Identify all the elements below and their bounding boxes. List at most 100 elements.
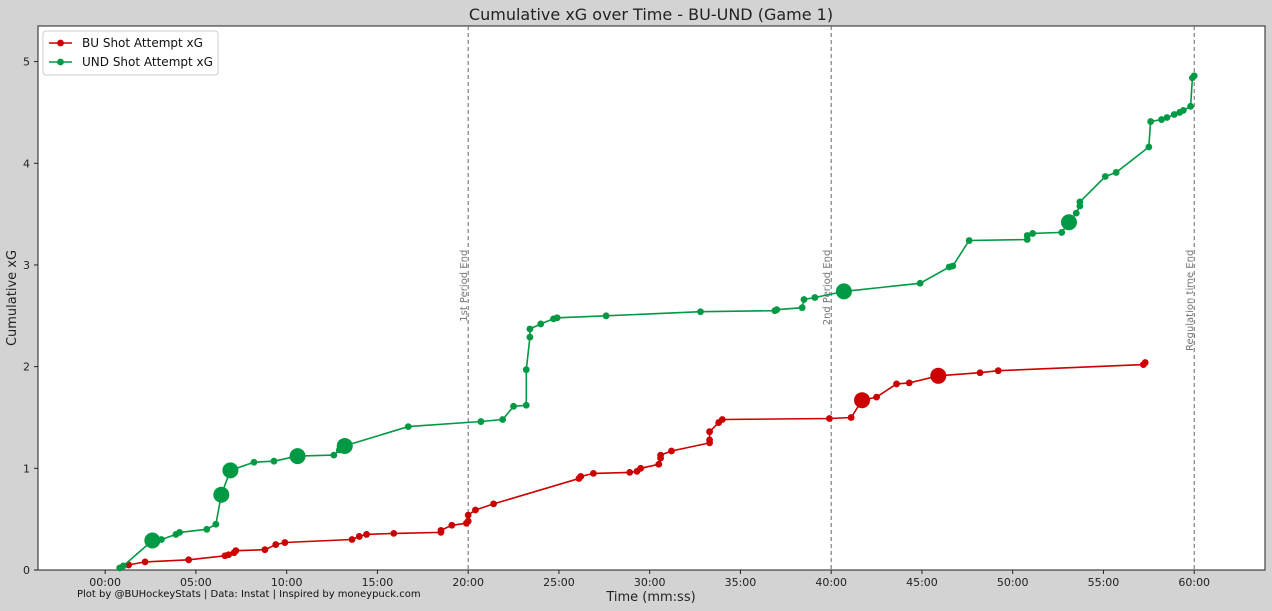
- shot-point: [232, 547, 240, 555]
- x-tick-label: 60:00: [1178, 576, 1210, 589]
- shot-point: [994, 367, 1002, 375]
- y-tick-label: 4: [23, 157, 30, 170]
- shot-point: [916, 279, 924, 287]
- shot-point: [1076, 198, 1084, 206]
- series-und: [116, 72, 1198, 572]
- shot-point: [225, 551, 232, 559]
- shot-point: [1147, 118, 1155, 125]
- x-tick-label: 00:00: [89, 576, 121, 589]
- shot-point: [203, 525, 211, 533]
- shot-point: [706, 436, 713, 444]
- shot-point: [697, 308, 704, 316]
- shot-point: [522, 401, 530, 409]
- shot-point: [949, 262, 957, 270]
- shot-point: [553, 314, 561, 322]
- shot-point: [873, 393, 880, 401]
- shot-point: [158, 536, 165, 543]
- y-tick-label: 2: [23, 361, 30, 374]
- shot-point: [847, 414, 855, 421]
- shot-point: [976, 369, 984, 377]
- shot-point: [905, 379, 913, 387]
- shot-point: [706, 428, 713, 436]
- shot-point: [1141, 359, 1149, 366]
- shot-point: [1101, 173, 1109, 180]
- goal-point: [1060, 214, 1077, 231]
- shot-point: [526, 333, 534, 341]
- shot-point: [637, 464, 645, 472]
- shot-point: [250, 458, 258, 466]
- credit-text: Plot by @BUHockeyStats | Data: Instat | …: [77, 589, 421, 600]
- goal-point: [854, 392, 871, 409]
- shot-point: [590, 470, 597, 477]
- shot-point: [404, 423, 412, 431]
- shot-point: [1179, 106, 1187, 114]
- y-tick-label: 0: [23, 564, 30, 577]
- y-axis-label: Cumulative xG: [5, 250, 20, 346]
- legend-marker: [57, 58, 64, 66]
- x-tick-label: 50:00: [997, 576, 1029, 589]
- shot-point: [119, 562, 127, 570]
- shot-point: [448, 521, 456, 529]
- shot-point: [668, 447, 675, 455]
- shot-point: [1187, 102, 1194, 110]
- x-tick-label: 45:00: [906, 576, 938, 589]
- legend-box: [42, 30, 219, 76]
- x-tick-label: 35:00: [725, 576, 757, 589]
- x-axis-label: Time (mm:ss): [605, 590, 695, 605]
- shot-point: [141, 558, 149, 566]
- legend-label: UND Shot Attempt xG: [82, 55, 213, 69]
- shot-point: [363, 531, 370, 538]
- goal-point: [144, 532, 161, 549]
- shot-point: [281, 539, 289, 546]
- shot-point: [657, 451, 664, 459]
- period-line-label-1: 1st Period End: [459, 250, 470, 322]
- shot-point: [348, 536, 356, 543]
- shot-point: [477, 418, 485, 425]
- axes: 00:00 05:00 10:00 15:00 20:00 25:00 30:00 35:00…: [23, 56, 1210, 589]
- shot-point: [800, 296, 808, 303]
- shot-point: [490, 500, 497, 508]
- shot-point: [1163, 114, 1171, 121]
- y-tick-label: 1: [23, 462, 30, 475]
- shot-point: [773, 306, 781, 314]
- legend-label: BU Shot Attempt xG: [82, 36, 203, 50]
- shot-point: [655, 460, 663, 468]
- chart-title: Cumulative xG over Time - BU-UND (Game 1…: [469, 5, 833, 24]
- shot-point: [464, 517, 472, 525]
- goal-point: [289, 448, 306, 465]
- shot-point: [185, 556, 193, 564]
- legend-marker: [57, 39, 64, 47]
- series-layer: [116, 72, 1198, 572]
- shot-point: [499, 416, 507, 423]
- shot-point: [1158, 116, 1165, 123]
- shot-point: [718, 416, 726, 423]
- shot-point: [355, 533, 363, 540]
- x-tick-label: 40:00: [815, 576, 847, 589]
- shot-point: [522, 366, 530, 374]
- shot-point: [1112, 169, 1120, 176]
- goal-point: [213, 486, 230, 503]
- shot-point: [176, 528, 183, 536]
- shot-point: [626, 468, 634, 476]
- shot-point: [1170, 111, 1178, 118]
- shot-point: [893, 380, 900, 388]
- shot-point: [1190, 72, 1198, 80]
- shot-point: [602, 312, 610, 320]
- shot-point: [577, 473, 585, 480]
- shot-point: [270, 457, 278, 465]
- x-tick-label: 25:00: [543, 576, 575, 589]
- shot-point: [811, 294, 819, 301]
- shot-point: [1058, 229, 1066, 236]
- x-tick-label: 15:00: [362, 576, 394, 589]
- shot-point: [437, 526, 445, 534]
- vertical-lines: 1st Period End 2nd Period End Regulation t…: [459, 26, 1196, 570]
- shot-point: [464, 511, 472, 519]
- shot-point: [1145, 143, 1153, 151]
- period-line-label-3: Regulation time End: [1185, 250, 1196, 351]
- shot-point: [1023, 232, 1031, 239]
- y-tick-label: 5: [23, 56, 30, 69]
- goal-point: [835, 283, 852, 300]
- shot-point: [272, 541, 280, 548]
- shot-point: [261, 546, 269, 554]
